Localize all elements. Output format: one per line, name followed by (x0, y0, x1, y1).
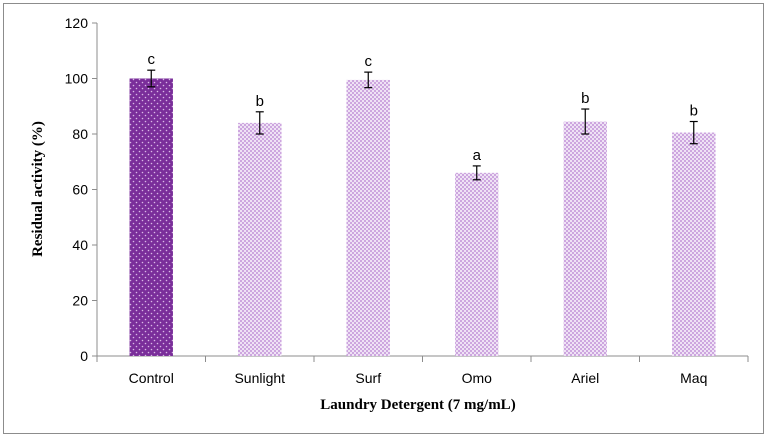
bar-ariel (563, 121, 607, 356)
x-tick-label: Sunlight (234, 370, 285, 386)
x-tick-label: Maq (680, 370, 707, 386)
bar-surf (346, 79, 390, 356)
x-tick-label: Omo (462, 370, 493, 386)
bar-omo (455, 172, 499, 356)
bars (129, 78, 716, 357)
x-tick-label: Ariel (571, 370, 599, 386)
data-labels: c b c a b b (148, 51, 698, 164)
x-axis-title: Laundry Detergent (7 mg/mL) (320, 397, 515, 413)
data-label-omo: a (473, 147, 482, 164)
y-tick-label: 60 (72, 182, 88, 198)
y-tick-label: 20 (72, 293, 88, 309)
data-label-sunlight: b (256, 93, 264, 110)
data-label-maq: b (690, 103, 698, 120)
x-tick-label: Control (129, 370, 174, 386)
bar-maq (672, 132, 716, 356)
x-axis: Control Sunlight Surf Omo Ariel Maq (96, 355, 749, 386)
x-tick-label: Surf (355, 370, 381, 386)
y-axis: 0 20 40 60 80 100 120 (65, 15, 98, 364)
y-tick-label: 100 (65, 71, 89, 87)
data-label-surf: c (365, 53, 373, 70)
data-label-ariel: b (581, 90, 589, 107)
y-axis-title: Residual activity (%) (30, 121, 46, 257)
y-tick-label: 80 (72, 126, 88, 142)
bar-control (129, 78, 173, 356)
error-bars (147, 69, 698, 181)
data-label-control: c (148, 51, 156, 68)
y-tick-label: 120 (65, 15, 89, 31)
y-tick-label: 0 (80, 348, 88, 364)
y-tick-label: 40 (72, 237, 88, 253)
bar-sunlight (238, 122, 282, 357)
